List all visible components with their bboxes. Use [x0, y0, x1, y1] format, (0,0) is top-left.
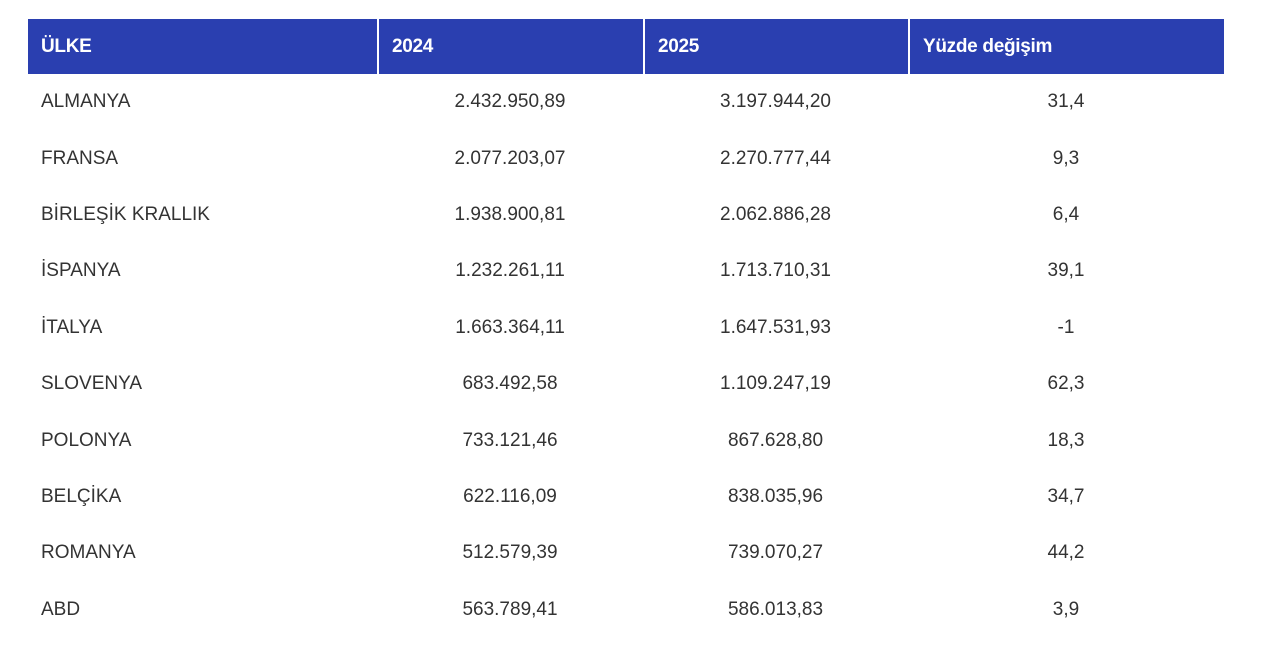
- cell-2024: 563.789,41: [462, 598, 558, 620]
- cell-change: -1: [1057, 316, 1075, 338]
- cell-country: ABD: [41, 598, 81, 620]
- cell-country: İSPANYA: [41, 260, 121, 282]
- cell-change: 44,2: [1047, 542, 1085, 564]
- cell-change: 34,7: [1047, 485, 1085, 507]
- header-row: ÜLKE 2024 2025 Yüzde değişim: [28, 19, 1224, 74]
- cell-country: BELÇİKA: [41, 485, 122, 507]
- cell-country: FRANSA: [41, 147, 119, 169]
- table-row: SLOVENYA 683.492,58 1.109.247,19 62,3: [28, 356, 1224, 412]
- cell-2024: 683.492,58: [462, 373, 558, 395]
- cell-2024: 2.432.950,89: [454, 91, 566, 113]
- header-2025: 2025: [643, 19, 908, 74]
- cell-2025: 838.035,96: [727, 485, 824, 507]
- table-header: ÜLKE 2024 2025 Yüzde değişim: [28, 19, 1224, 74]
- header-2024: 2024: [377, 19, 643, 74]
- table-row: BELÇİKA 622.116,09 838.035,96 34,7: [28, 469, 1224, 525]
- cell-2025: 586.013,83: [727, 598, 824, 620]
- cell-change: 39,1: [1047, 260, 1085, 282]
- cell-2025: 2.270.777,44: [720, 147, 831, 169]
- cell-2024: 2.077.203,07: [454, 147, 566, 169]
- cell-2024: 1.938.900,81: [454, 203, 566, 225]
- cell-country: İTALYA: [41, 316, 103, 338]
- cell-change: 3,9: [1052, 598, 1080, 620]
- cell-2024: 1.663.364,11: [455, 316, 565, 338]
- table-row: İTALYA 1.663.364,11 1.647.531,93 -1: [28, 300, 1224, 356]
- table-row: BİRLEŞİK KRALLIK 1.938.900,81 2.062.886,…: [28, 187, 1224, 243]
- header-country: ÜLKE: [28, 19, 377, 74]
- table-row: FRANSA 2.077.203,07 2.270.777,44 9,3: [28, 130, 1224, 186]
- cell-2025: 3.197.944,20: [720, 91, 831, 113]
- cell-country: SLOVENYA: [41, 373, 143, 395]
- cell-2025: 739.070,27: [727, 542, 824, 564]
- table-row: ABD 563.789,41 586.013,83 3,9: [28, 582, 1224, 638]
- cell-country: ROMANYA: [41, 542, 136, 564]
- country-data-table: ÜLKE 2024 2025 Yüzde değişim ALMANYA 2.4…: [28, 19, 1224, 638]
- cell-2025: 1.713.710,31: [720, 260, 831, 282]
- cell-change: 9,3: [1052, 147, 1080, 169]
- cell-change: 6,4: [1052, 203, 1080, 225]
- header-percent-change: Yüzde değişim: [908, 19, 1224, 74]
- cell-country: POLONYA: [41, 429, 132, 451]
- cell-2024: 1.232.261,11: [455, 260, 565, 282]
- cell-2025: 1.647.531,93: [720, 316, 831, 338]
- table-row: ROMANYA 512.579,39 739.070,27 44,2: [28, 525, 1224, 581]
- cell-country: ALMANYA: [41, 91, 131, 113]
- cell-country: BİRLEŞİK KRALLIK: [41, 203, 210, 225]
- cell-change: 18,3: [1047, 429, 1085, 451]
- table-body: ALMANYA 2.432.950,89 3.197.944,20 31,4 F…: [28, 74, 1224, 638]
- cell-2025: 867.628,80: [727, 429, 824, 451]
- cell-2024: 512.579,39: [462, 542, 558, 564]
- cell-change: 31,4: [1047, 91, 1085, 113]
- cell-2025: 2.062.886,28: [720, 203, 831, 225]
- cell-2024: 622.116,09: [463, 485, 557, 507]
- cell-2024: 733.121,46: [462, 429, 558, 451]
- table-row: ALMANYA 2.432.950,89 3.197.944,20 31,4: [28, 74, 1224, 130]
- table-row: İSPANYA 1.232.261,11 1.713.710,31 39,1: [28, 243, 1224, 299]
- cell-2025: 1.109.247,19: [720, 373, 831, 395]
- cell-change: 62,3: [1047, 373, 1085, 395]
- table-row: POLONYA 733.121,46 867.628,80 18,3: [28, 412, 1224, 468]
